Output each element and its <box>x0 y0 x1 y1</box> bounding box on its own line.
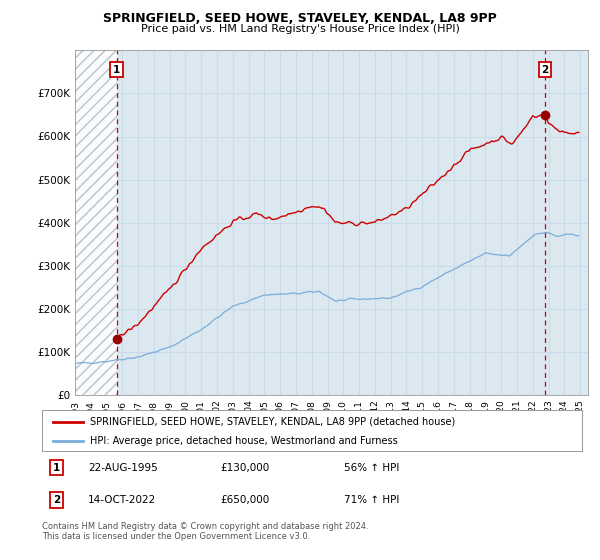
Text: 22-AUG-1995: 22-AUG-1995 <box>88 463 158 473</box>
Text: SPRINGFIELD, SEED HOWE, STAVELEY, KENDAL, LA8 9PP (detached house): SPRINGFIELD, SEED HOWE, STAVELEY, KENDAL… <box>89 417 455 427</box>
Text: 71% ↑ HPI: 71% ↑ HPI <box>344 495 400 505</box>
Text: Contains HM Land Registry data © Crown copyright and database right 2024.
This d: Contains HM Land Registry data © Crown c… <box>42 522 368 542</box>
Text: 2: 2 <box>541 65 548 75</box>
Text: 1: 1 <box>113 65 120 75</box>
Text: SPRINGFIELD, SEED HOWE, STAVELEY, KENDAL, LA8 9PP: SPRINGFIELD, SEED HOWE, STAVELEY, KENDAL… <box>103 12 497 25</box>
Text: HPI: Average price, detached house, Westmorland and Furness: HPI: Average price, detached house, West… <box>89 436 397 446</box>
Text: 56% ↑ HPI: 56% ↑ HPI <box>344 463 400 473</box>
Text: 1: 1 <box>53 463 60 473</box>
Text: 14-OCT-2022: 14-OCT-2022 <box>88 495 156 505</box>
Text: £130,000: £130,000 <box>220 463 269 473</box>
Text: Price paid vs. HM Land Registry's House Price Index (HPI): Price paid vs. HM Land Registry's House … <box>140 24 460 34</box>
Text: £650,000: £650,000 <box>220 495 269 505</box>
Text: 2: 2 <box>53 495 60 505</box>
